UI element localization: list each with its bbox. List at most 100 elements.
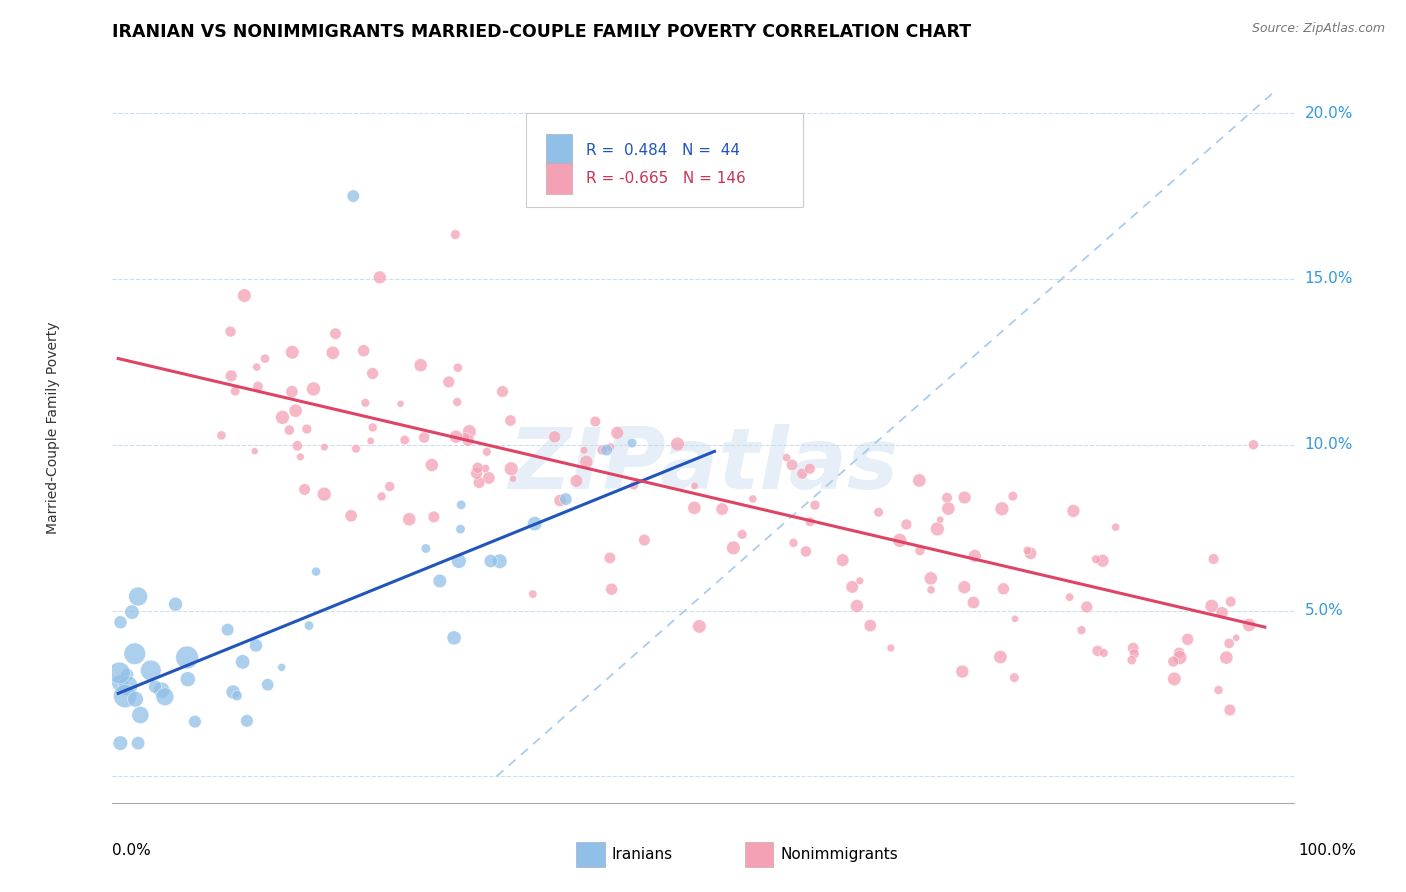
Point (1241, 438, 1264, 452)
Point (741, 491, 763, 506)
Point (780, 458, 803, 472)
Point (370, 490, 392, 504)
Point (501, 462, 523, 476)
Point (314, 440, 336, 454)
Point (115, 667, 138, 681)
Point (209, 428, 232, 442)
Point (114, 689, 136, 703)
Point (599, 550, 621, 565)
Point (302, 382, 325, 396)
Point (595, 442, 617, 457)
Point (606, 425, 628, 440)
Point (1059, 590, 1081, 604)
Point (782, 536, 804, 550)
Point (908, 474, 931, 488)
Point (936, 491, 959, 505)
Point (409, 358, 432, 372)
Point (1219, 703, 1241, 717)
Point (1123, 647, 1146, 661)
Point (831, 553, 853, 567)
Point (962, 595, 984, 609)
Point (129, 708, 152, 723)
Point (124, 647, 146, 661)
Point (794, 544, 817, 558)
Point (450, 498, 472, 512)
Point (415, 541, 437, 556)
Point (1225, 631, 1247, 645)
Point (859, 618, 882, 632)
Point (880, 640, 903, 655)
Point (467, 460, 489, 475)
Point (256, 678, 278, 692)
Point (423, 509, 446, 524)
Point (153, 690, 176, 704)
Text: R = -0.665   N = 146: R = -0.665 N = 146 (586, 171, 745, 186)
FancyBboxPatch shape (526, 113, 803, 207)
Point (1002, 671, 1025, 685)
Point (554, 492, 576, 507)
Point (361, 367, 384, 381)
Point (731, 527, 754, 541)
Point (920, 571, 942, 585)
Point (1168, 646, 1191, 660)
Point (1001, 489, 1024, 503)
Point (394, 433, 416, 447)
Point (446, 395, 468, 409)
Point (993, 582, 1015, 596)
Point (849, 574, 872, 588)
Point (711, 502, 734, 516)
Point (502, 472, 524, 486)
Point (284, 403, 307, 417)
Point (325, 326, 347, 341)
Point (523, 516, 546, 531)
Point (868, 505, 890, 519)
Point (143, 680, 166, 694)
Point (522, 587, 544, 601)
Point (458, 425, 481, 439)
Point (775, 450, 797, 465)
Point (1163, 672, 1185, 686)
Point (953, 580, 976, 594)
Text: 5.0%: 5.0% (1305, 603, 1343, 618)
Point (845, 599, 868, 613)
Point (285, 439, 308, 453)
Point (295, 422, 318, 436)
Point (633, 533, 655, 547)
Point (127, 590, 149, 604)
Point (1219, 595, 1241, 609)
Point (920, 582, 942, 597)
Point (688, 619, 710, 633)
Point (457, 433, 479, 447)
Point (236, 714, 259, 728)
Point (499, 413, 522, 427)
Point (491, 384, 513, 399)
Point (841, 580, 863, 594)
Point (108, 676, 131, 690)
Point (437, 375, 460, 389)
Point (246, 379, 269, 393)
Point (322, 346, 344, 360)
Point (361, 420, 384, 434)
Point (281, 384, 304, 399)
Point (108, 665, 131, 680)
Point (270, 660, 292, 674)
Point (398, 512, 420, 526)
Point (927, 522, 949, 536)
Text: Iranians: Iranians (612, 847, 672, 862)
Point (344, 442, 367, 456)
Point (443, 631, 465, 645)
Point (1092, 646, 1115, 660)
Point (666, 437, 689, 451)
Point (1168, 650, 1191, 665)
Point (121, 605, 143, 619)
Point (938, 501, 960, 516)
Point (278, 423, 301, 437)
Point (583, 415, 606, 429)
FancyBboxPatch shape (546, 163, 572, 194)
Point (1105, 520, 1128, 534)
Point (1070, 623, 1092, 637)
Point (165, 597, 187, 611)
Text: 20.0%: 20.0% (1305, 105, 1353, 120)
Point (110, 736, 132, 750)
Point (368, 270, 391, 285)
